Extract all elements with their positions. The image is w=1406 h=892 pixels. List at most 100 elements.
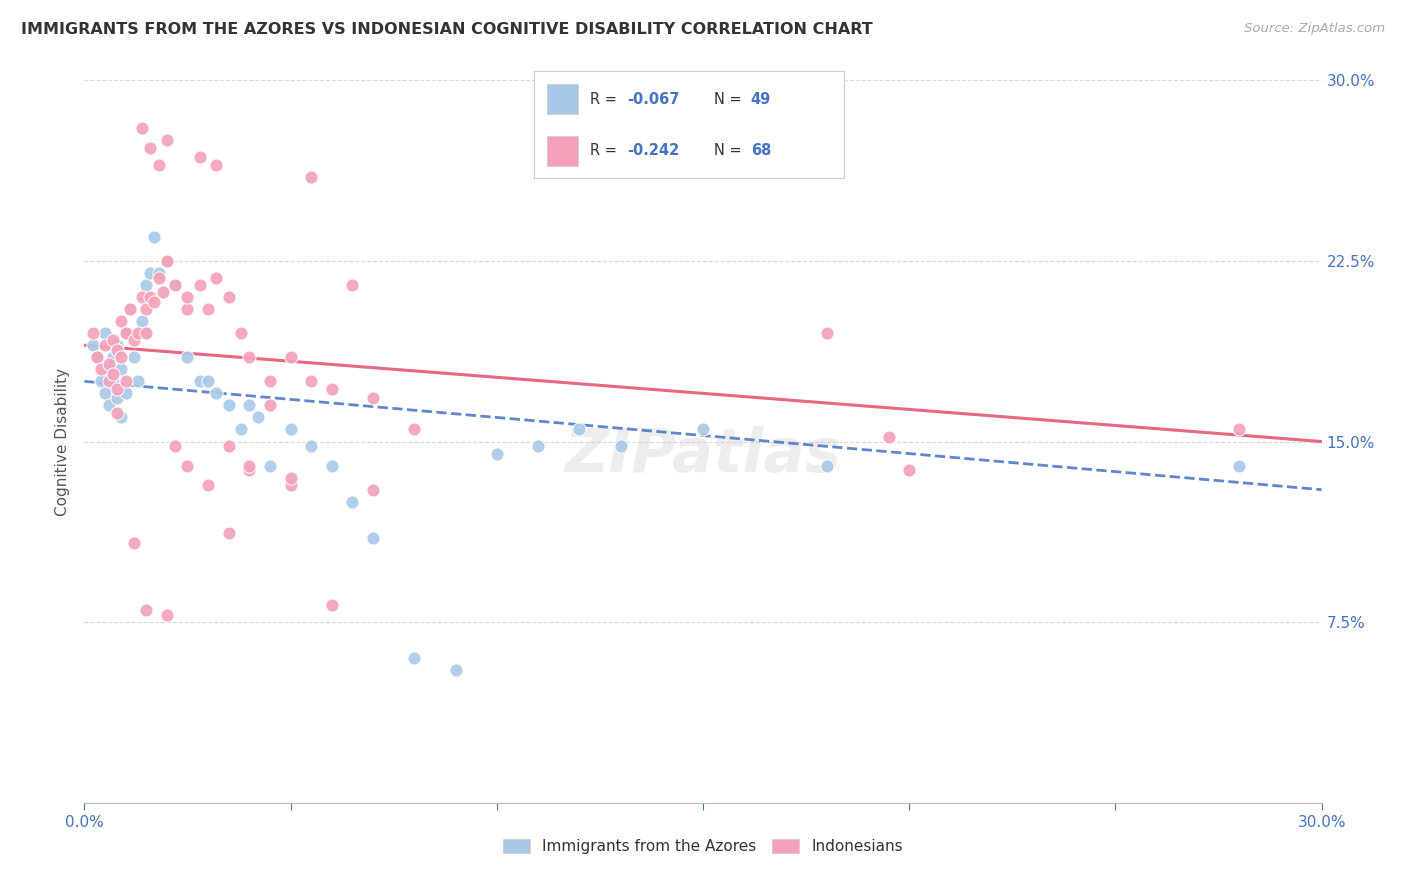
- Point: [118, 301, 141, 317]
- Point: [188, 277, 211, 292]
- Point: [94, 338, 117, 352]
- Point: [82, 338, 104, 352]
- Point: [114, 386, 136, 401]
- Point: [197, 478, 219, 492]
- Point: [280, 350, 302, 364]
- Point: [90, 362, 112, 376]
- Point: [692, 422, 714, 436]
- Point: [135, 326, 157, 340]
- Point: [444, 664, 467, 678]
- Point: [156, 133, 179, 147]
- Point: [98, 362, 121, 376]
- Point: [122, 535, 145, 549]
- Point: [1227, 458, 1250, 473]
- Point: [131, 314, 153, 328]
- Point: [246, 410, 269, 425]
- Point: [90, 374, 112, 388]
- Point: [114, 326, 136, 340]
- Point: [485, 446, 508, 460]
- Point: [280, 478, 302, 492]
- Point: [165, 439, 187, 453]
- Point: [94, 326, 117, 340]
- Point: [229, 326, 252, 340]
- Point: [94, 386, 117, 401]
- Point: [361, 531, 384, 545]
- Point: [110, 362, 132, 376]
- Point: [148, 157, 170, 171]
- Point: [114, 326, 136, 340]
- Text: -0.242: -0.242: [627, 143, 679, 158]
- Point: [259, 374, 281, 388]
- Point: [82, 326, 104, 340]
- Point: [110, 350, 132, 364]
- Text: 49: 49: [751, 92, 770, 107]
- Bar: [547, 136, 578, 166]
- Point: [299, 374, 322, 388]
- Point: [321, 458, 343, 473]
- Point: [197, 301, 219, 317]
- Point: [1227, 422, 1250, 436]
- Text: ZIPatlas: ZIPatlas: [564, 426, 842, 485]
- Point: [188, 374, 211, 388]
- Point: [143, 230, 166, 244]
- Point: [103, 334, 125, 348]
- Point: [299, 439, 322, 453]
- Point: [404, 651, 426, 665]
- Point: [156, 253, 179, 268]
- Point: [238, 350, 260, 364]
- Point: [815, 326, 838, 340]
- Point: [105, 391, 128, 405]
- Point: [118, 301, 141, 317]
- Point: [103, 367, 125, 381]
- Point: [86, 350, 108, 364]
- Point: [127, 326, 149, 340]
- Point: [259, 458, 281, 473]
- Point: [131, 121, 153, 136]
- Point: [205, 386, 228, 401]
- Point: [110, 314, 132, 328]
- Point: [165, 277, 187, 292]
- Point: [609, 439, 631, 453]
- Point: [877, 430, 900, 444]
- Point: [156, 607, 179, 622]
- Point: [205, 157, 228, 171]
- Legend: Immigrants from the Azores, Indonesians: Immigrants from the Azores, Indonesians: [496, 833, 910, 860]
- Point: [114, 374, 136, 388]
- Point: [98, 374, 121, 388]
- Point: [105, 343, 128, 357]
- Point: [898, 463, 921, 477]
- Point: [280, 470, 302, 484]
- Point: [205, 270, 228, 285]
- Point: [342, 494, 364, 508]
- Point: [122, 334, 145, 348]
- Point: [103, 350, 125, 364]
- Point: [321, 599, 343, 613]
- Point: [135, 603, 157, 617]
- Point: [188, 150, 211, 164]
- Point: [105, 406, 128, 420]
- Point: [135, 277, 157, 292]
- Point: [218, 439, 240, 453]
- Point: [218, 526, 240, 541]
- Point: [148, 270, 170, 285]
- Point: [527, 439, 550, 453]
- Text: Source: ZipAtlas.com: Source: ZipAtlas.com: [1244, 22, 1385, 36]
- Point: [110, 410, 132, 425]
- Point: [156, 253, 179, 268]
- Point: [815, 458, 838, 473]
- Bar: [547, 84, 578, 114]
- Point: [238, 463, 260, 477]
- Point: [105, 338, 128, 352]
- Point: [98, 358, 121, 372]
- Point: [218, 398, 240, 412]
- Point: [259, 398, 281, 412]
- Point: [361, 391, 384, 405]
- Point: [103, 374, 125, 388]
- Point: [165, 277, 187, 292]
- Point: [176, 350, 198, 364]
- Point: [122, 350, 145, 364]
- Point: [105, 382, 128, 396]
- Point: [280, 422, 302, 436]
- Text: R =: R =: [591, 143, 621, 158]
- Point: [135, 301, 157, 317]
